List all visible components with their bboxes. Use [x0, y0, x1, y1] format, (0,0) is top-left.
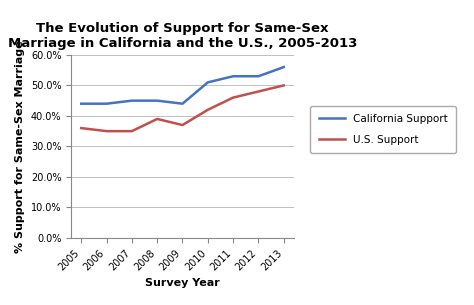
U.S. Support: [155, 117, 160, 121]
California Support: [180, 102, 185, 106]
Line: California Support: California Support: [81, 67, 284, 104]
California Support: [230, 74, 236, 78]
U.S. Support: [255, 90, 261, 93]
X-axis label: Survey Year: Survey Year: [145, 278, 220, 288]
U.S. Support: [230, 96, 236, 99]
California Support: [255, 74, 261, 78]
California Support: [205, 81, 210, 84]
U.S. Support: [281, 84, 287, 87]
Y-axis label: % Support for Same-Sex Marriage: % Support for Same-Sex Marriage: [15, 40, 25, 253]
California Support: [155, 99, 160, 102]
U.S. Support: [180, 123, 185, 127]
U.S. Support: [104, 129, 109, 133]
Title: The Evolution of Support for Same-Sex
Marriage in California and the U.S., 2005-: The Evolution of Support for Same-Sex Ma…: [8, 22, 357, 50]
U.S. Support: [129, 129, 135, 133]
U.S. Support: [78, 126, 84, 130]
California Support: [78, 102, 84, 106]
California Support: [129, 99, 135, 102]
Legend: California Support, U.S. Support: California Support, U.S. Support: [310, 106, 456, 153]
Line: U.S. Support: U.S. Support: [81, 85, 284, 131]
California Support: [281, 65, 287, 69]
California Support: [104, 102, 109, 106]
U.S. Support: [205, 108, 210, 112]
